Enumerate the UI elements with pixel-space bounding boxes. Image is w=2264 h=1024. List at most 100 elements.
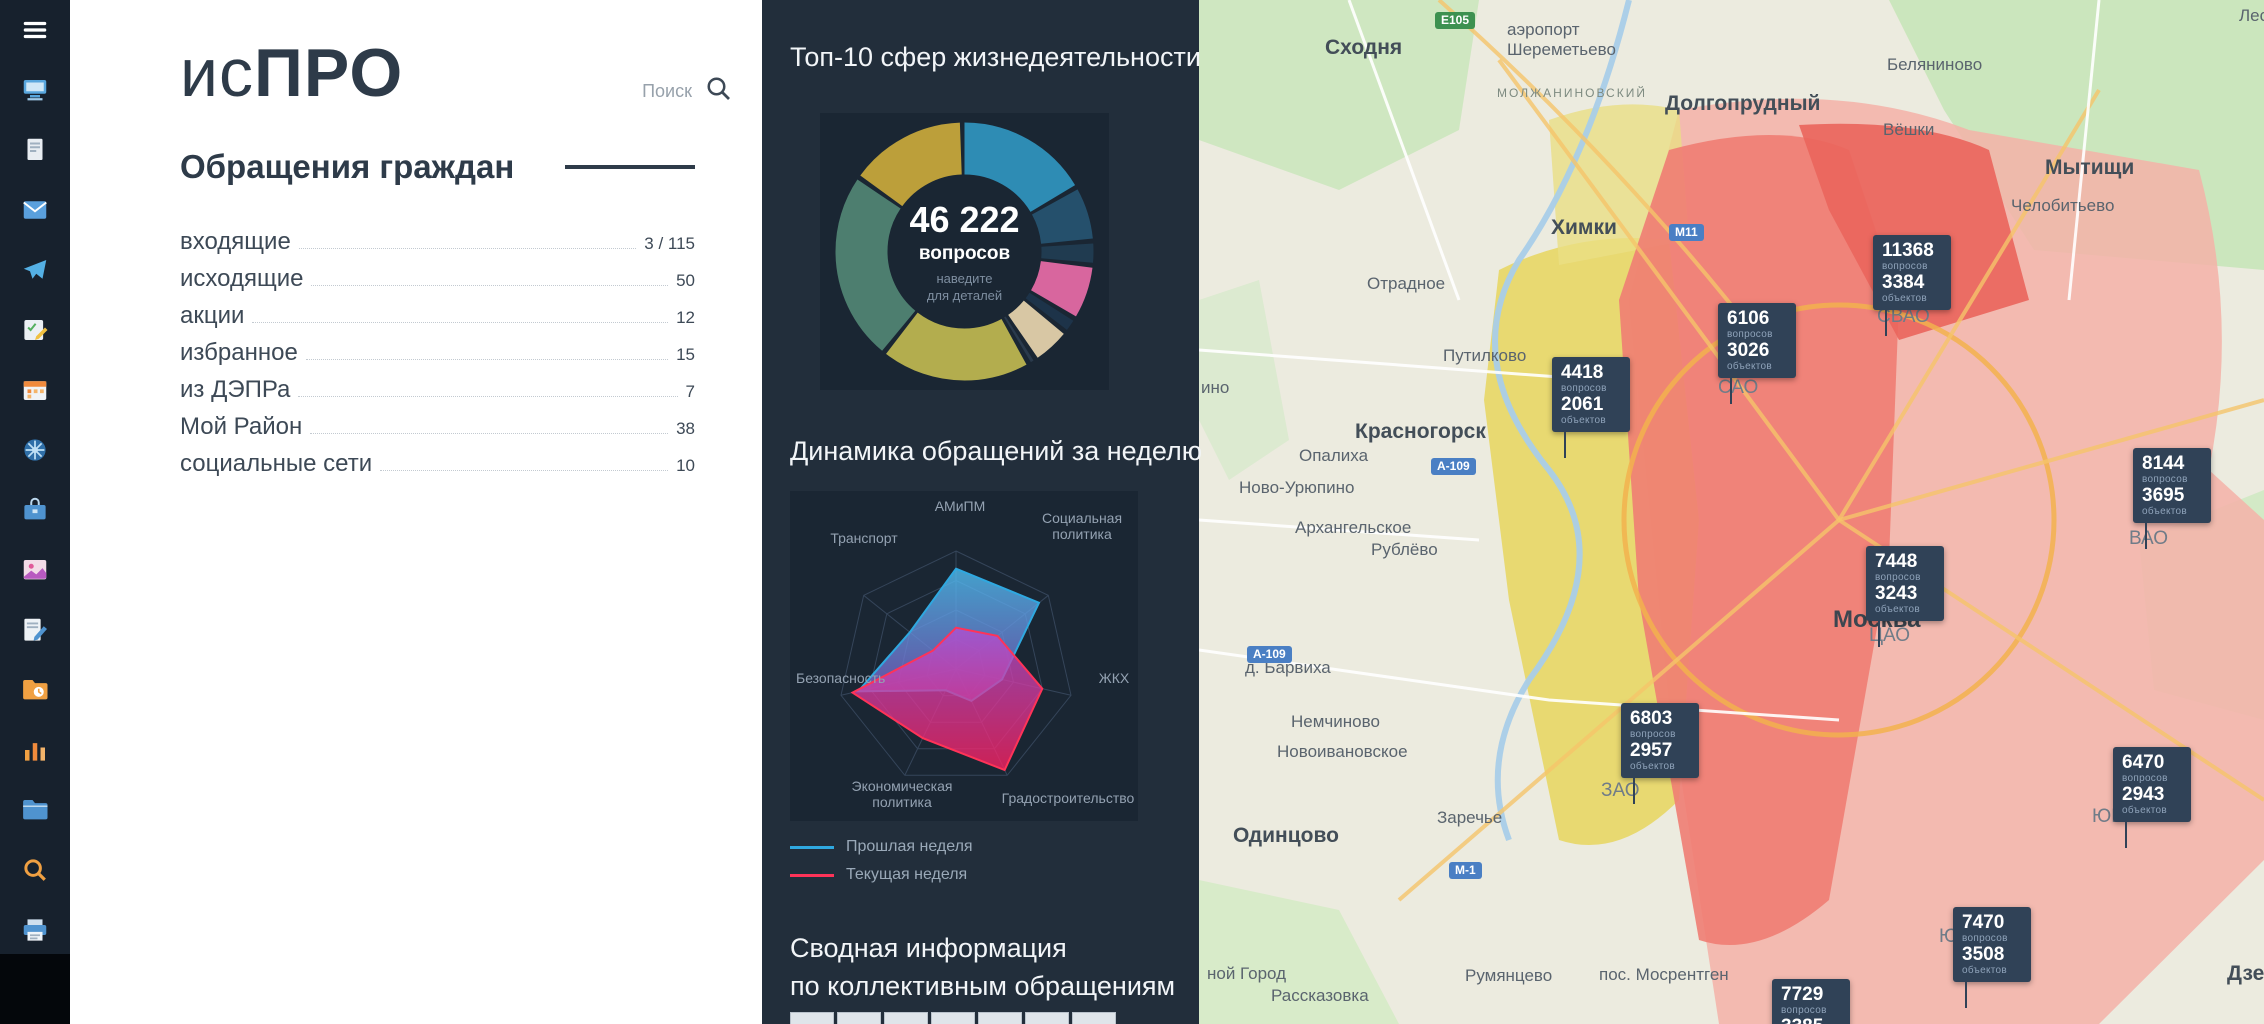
- folder-icon[interactable]: [17, 792, 53, 828]
- radar-chart: АМиПМ Социальная политика ЖКХ Градостроитель…: [790, 491, 1138, 821]
- dotted-leader: [311, 285, 669, 286]
- chart-legend: Прошлая неделя Текущая неделя: [790, 838, 973, 884]
- dotted-leader: [252, 322, 669, 323]
- summary-table-cell: [1072, 1012, 1116, 1024]
- appeal-category-row[interactable]: входящие 3 / 115: [180, 228, 695, 265]
- map-marker[interactable]: 7729вопросов3385объектов: [1772, 979, 1850, 1024]
- map-place-label: Рассказовка: [1271, 986, 1369, 1005]
- appeal-category-row[interactable]: из ДЭПРа 7: [180, 376, 695, 413]
- map-marker[interactable]: 7448 вопросов 3243 объектов: [1866, 546, 1944, 647]
- donut-segment[interactable]: [835, 122, 1094, 381]
- summary-title: Сводная информация по коллективным обращ…: [790, 930, 1175, 1006]
- map-marker[interactable]: 7470 вопросов 3508 объектов: [1953, 907, 2031, 1008]
- map-marker[interactable]: 6803 вопросов 2957 объектов: [1621, 703, 1699, 804]
- marker-objects-label: объектов: [1875, 603, 1920, 615]
- search-control[interactable]: Поиск: [642, 74, 734, 109]
- map-district-label: САО: [1718, 377, 1759, 398]
- services-icon[interactable]: [17, 432, 53, 468]
- marker-questions-value: 4418: [1561, 362, 1604, 383]
- map-marker[interactable]: 11368 вопросов 3384 объектов: [1873, 235, 1951, 336]
- logo-bold-part: ПРО: [253, 35, 404, 111]
- map-marker[interactable]: 8144 вопросов 3695 объектов: [2133, 448, 2211, 549]
- legend-label: Текущая неделя: [846, 866, 968, 883]
- appeal-category-row[interactable]: избранное 15: [180, 339, 695, 376]
- marker-objects-value: 3026: [1727, 339, 1770, 361]
- marker-questions-label: вопросов: [2142, 473, 2188, 485]
- summary-table-cell: [978, 1012, 1022, 1024]
- radar-axis-label: Транспорт: [830, 530, 898, 546]
- road-badge: А-109: [1431, 458, 1476, 476]
- summary-table-cell: [1025, 1012, 1069, 1024]
- marker-objects-label: объектов: [1962, 964, 2007, 976]
- documents-icon[interactable]: [17, 132, 53, 168]
- summary-title-line1: Сводная информация: [790, 933, 1067, 963]
- map-place-label: Челобитьево: [2011, 196, 2115, 215]
- appeal-category-label: социальные сети: [180, 450, 373, 477]
- road-badge: А-109: [1247, 646, 1292, 664]
- appeal-category-row[interactable]: исходящие 50: [180, 265, 695, 302]
- search-tool-icon[interactable]: [17, 852, 53, 888]
- printer-icon[interactable]: [17, 912, 53, 948]
- map[interactable]: Лес Сходня аэропорт Шереметьево Беляниново Д…: [1199, 0, 2264, 1024]
- marker-tail: [1564, 431, 1566, 458]
- mail-icon[interactable]: [17, 192, 53, 228]
- marker-questions-label: вопросов: [1727, 328, 1773, 340]
- marker-tail: [1885, 309, 1887, 336]
- bag-icon[interactable]: [17, 492, 53, 528]
- donut-segment[interactable]: [835, 122, 1094, 381]
- edit-note-icon[interactable]: [17, 612, 53, 648]
- telegram-icon[interactable]: [17, 252, 53, 288]
- dotted-leader: [310, 433, 669, 434]
- marker-tail: [1633, 777, 1635, 804]
- map-place-label: Дзерж: [2227, 962, 2264, 985]
- legend-label: Прошлая неделя: [846, 838, 973, 855]
- map-place-label: Новоивановское: [1277, 742, 1408, 761]
- map-place-label: Долгопрудный: [1665, 92, 1821, 115]
- donut-chart[interactable]: 46 222 вопросов наведите для деталей: [820, 113, 1109, 390]
- appeal-category-row[interactable]: Мой Район 38: [180, 413, 695, 450]
- marker-questions-value: 6106: [1727, 308, 1770, 329]
- search-label: Поиск: [642, 81, 692, 101]
- tasks-icon[interactable]: [17, 312, 53, 348]
- donut-chart-title: Топ-10 сфер жизнедеятельности: [790, 42, 1201, 72]
- marker-questions-label: вопросов: [1561, 382, 1607, 394]
- marker-objects-label: объектов: [1630, 760, 1675, 772]
- media-icon[interactable]: [17, 552, 53, 588]
- map-place-label: Молжаниновский: [1497, 86, 1647, 100]
- archive-folder-icon[interactable]: [17, 672, 53, 708]
- menu-icon[interactable]: [17, 12, 53, 48]
- donut-segment[interactable]: [835, 122, 1094, 381]
- legend-color-line: [790, 845, 834, 849]
- marker-objects-label: объектов: [2142, 505, 2187, 517]
- appeal-category-label: исходящие: [180, 265, 304, 292]
- appeal-category-count: 10: [676, 456, 695, 475]
- marker-tail: [1878, 620, 1880, 647]
- road-badge: М-1: [1449, 862, 1482, 880]
- dotted-leader: [305, 359, 669, 360]
- map-place-label: Химки: [1551, 216, 1617, 239]
- map-marker[interactable]: 4418 вопросов 2061 объектов: [1552, 357, 1630, 458]
- appeal-category-row[interactable]: социальные сети 10: [180, 450, 695, 487]
- marker-objects-value: 3695: [2142, 484, 2185, 506]
- appeal-category-count: 12: [676, 308, 695, 327]
- bar-chart-icon[interactable]: [17, 732, 53, 768]
- search-icon[interactable]: [704, 74, 734, 109]
- map-place-label: Мытищи: [2045, 156, 2135, 179]
- map-place-label: Отрадное: [1367, 274, 1446, 293]
- calendar-icon[interactable]: [17, 372, 53, 408]
- marker-objects-value: 3508: [1962, 943, 2005, 965]
- radar-axis-label: ЖКХ: [1099, 670, 1130, 686]
- map-marker[interactable]: 6470 вопросов 2943 объектов: [2113, 747, 2191, 848]
- map-district-label: ЦАО: [1869, 625, 1911, 646]
- map-place-label: аэропорт Шереметьево: [1507, 20, 1616, 59]
- legend-item: Текущая неделя: [790, 866, 973, 884]
- map-marker[interactable]: 6106 вопросов 3026 объектов: [1718, 303, 1796, 404]
- appeal-category-row[interactable]: акции 12: [180, 302, 695, 339]
- map-place-label: Опалиха: [1299, 446, 1369, 465]
- map-place-label: Румянцево: [1465, 966, 1553, 985]
- marker-objects-value: 3243: [1875, 582, 1918, 604]
- donut-segment[interactable]: [835, 122, 1094, 381]
- title-dash: [565, 165, 695, 169]
- workstation-icon[interactable]: [17, 72, 53, 108]
- marker-objects-value: 2061: [1561, 393, 1604, 415]
